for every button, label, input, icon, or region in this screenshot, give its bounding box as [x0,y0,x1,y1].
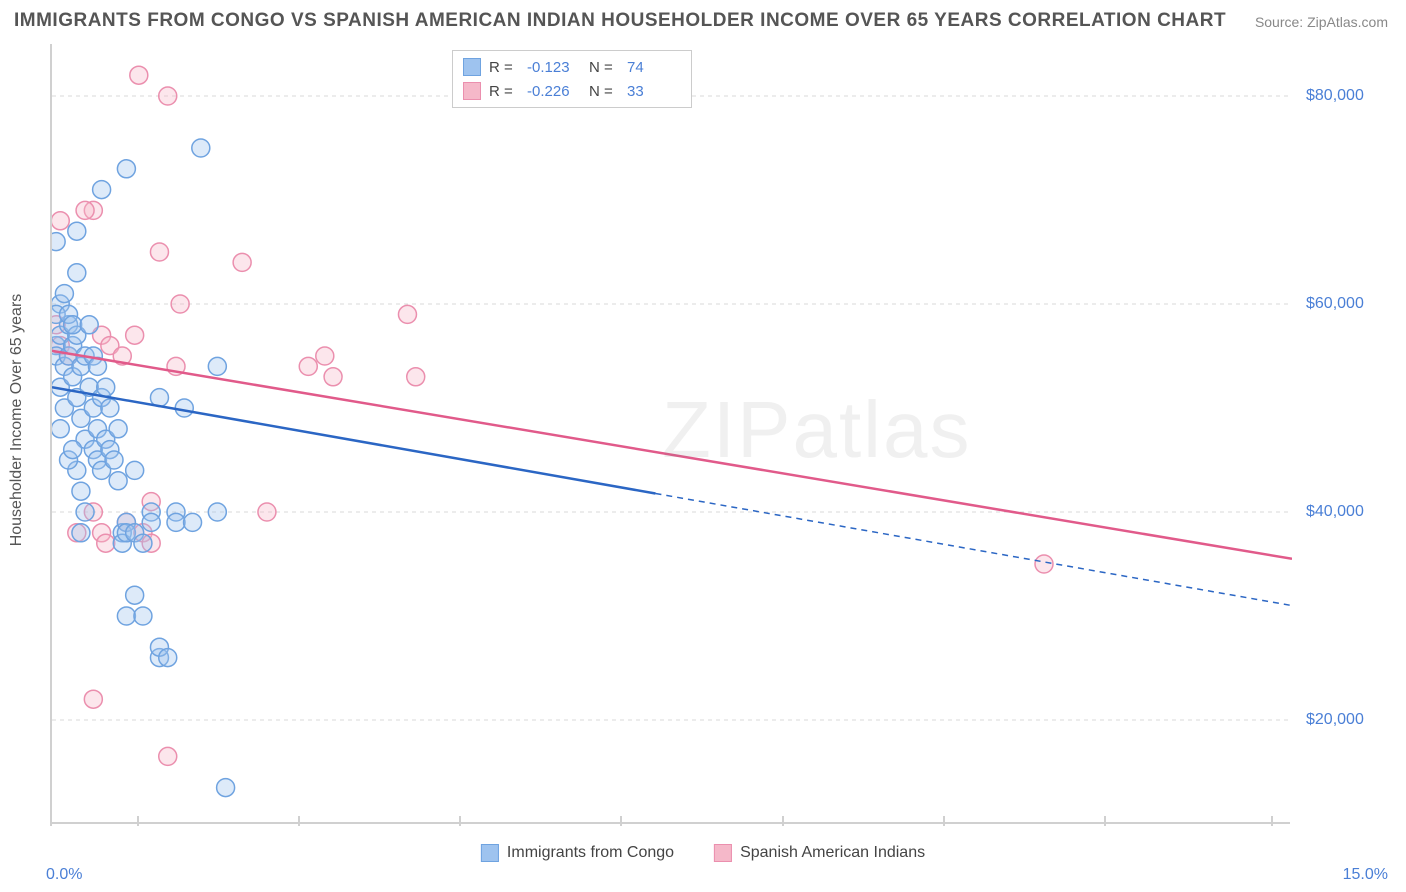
xtick-mark [137,816,139,826]
source-label: Source: ZipAtlas.com [1255,14,1388,30]
n-label: N = [589,59,619,76]
legend-correlation: R = -0.123 N = 74 R = -0.226 N = 33 [452,50,692,108]
xtick-mark [1271,816,1273,826]
r-value-a: -0.123 [527,59,581,76]
xtick-label: 15.0% [1343,866,1388,884]
r-label: R = [489,83,519,100]
n-value-b: 33 [627,83,681,100]
y-axis-label: Householder Income Over 65 years [8,294,26,547]
xtick-mark [1104,816,1106,826]
ytick-label: $40,000 [1306,503,1364,521]
ytick-label: $20,000 [1306,711,1364,729]
series-b-label: Spanish American Indians [740,844,925,862]
chart-container: IMMIGRANTS FROM CONGO VS SPANISH AMERICA… [0,0,1406,892]
xtick-label: 0.0% [46,866,82,884]
legend-item-a: Immigrants from Congo [481,844,674,862]
xtick-mark [620,816,622,826]
r-value-b: -0.226 [527,83,581,100]
n-label: N = [589,83,619,100]
xtick-mark [459,816,461,826]
legend-series: Immigrants from Congo Spanish American I… [481,844,925,862]
ytick-label: $80,000 [1306,87,1364,105]
chart-title: IMMIGRANTS FROM CONGO VS SPANISH AMERICA… [14,10,1226,32]
legend-item-b: Spanish American Indians [714,844,925,862]
xtick-mark [943,816,945,826]
xtick-mark [298,816,300,826]
xtick-mark [50,816,52,826]
plot-svg [52,44,1292,824]
swatch-series-b [463,82,481,100]
ytick-label: $60,000 [1306,295,1364,313]
legend-row-a: R = -0.123 N = 74 [463,55,681,79]
swatch-series-b [714,844,732,862]
xtick-mark [782,816,784,826]
swatch-series-a [481,844,499,862]
plot-area: ZIPatlas R = -0.123 N = 74 R = -0.226 N … [50,44,1290,824]
series-a-label: Immigrants from Congo [507,844,674,862]
legend-row-b: R = -0.226 N = 33 [463,79,681,103]
swatch-series-a [463,58,481,76]
r-label: R = [489,59,519,76]
n-value-a: 74 [627,59,681,76]
